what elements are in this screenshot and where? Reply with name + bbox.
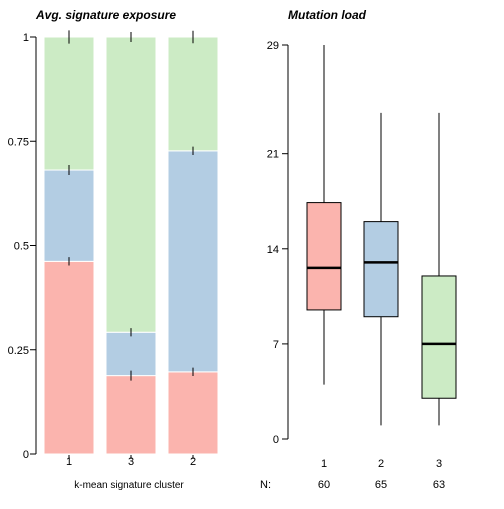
bar-segment — [167, 371, 219, 455]
exposure-y-tick-label: 0.5 — [14, 241, 29, 253]
mutation-x-tick-labels: 1 2 3 — [321, 458, 442, 470]
exposure-y-tick-label: 1 — [23, 32, 29, 44]
mutation-y-tick-label: 7 — [273, 339, 279, 351]
exposure-x-tick-label: 2 — [190, 456, 196, 468]
mutation-y-tick-label: 14 — [267, 244, 279, 256]
box — [421, 275, 457, 399]
sample-size-value: 65 — [375, 479, 387, 491]
mutation-x-tick-label: 2 — [378, 458, 384, 470]
exposure-y-tick-label: 0 — [23, 449, 29, 461]
box — [363, 221, 399, 318]
exposure-x-tick-label: 3 — [128, 456, 134, 468]
n-label: N: — [260, 479, 271, 491]
exposure-x-axis-label: k-mean signature cluster — [74, 480, 184, 491]
mutation-y-axis: 0 7 14 21 29 — [267, 40, 289, 446]
exposure-error-bars — [68, 30, 194, 381]
mutation-x-tick-label: 1 — [321, 458, 327, 470]
exposure-panel: Avg. signature exposure k-mean signature… — [8, 8, 219, 491]
mutation-panel: Mutation load 0 7 14 21 29 1 2 3 N: 60 65 63 — [260, 8, 457, 491]
exposure-x-tick-labels: 1 3 2 — [66, 455, 196, 468]
mutation-title: Mutation load — [288, 8, 367, 22]
bar-segment — [105, 375, 157, 455]
mutation-boxes — [306, 45, 457, 426]
bar-segment — [167, 36, 219, 152]
exposure-y-tick-label: 0.75 — [8, 136, 29, 148]
exposure-bars — [43, 36, 219, 455]
bar-segment — [43, 169, 95, 262]
bar-segment — [43, 260, 95, 455]
bar-segment — [43, 36, 95, 171]
exposure-x-tick-label: 1 — [66, 456, 72, 468]
sample-size-value: 63 — [433, 479, 445, 491]
box — [306, 202, 342, 311]
bar-segment — [105, 36, 157, 333]
exposure-title: Avg. signature exposure — [35, 8, 176, 22]
mutation-y-tick-label: 0 — [273, 434, 279, 446]
mutation-x-tick-label: 3 — [436, 458, 442, 470]
exposure-y-tick-label: 0.25 — [8, 345, 29, 357]
bar-segment — [167, 150, 219, 373]
exposure-y-axis: 0 0.25 0.5 0.75 1 — [8, 32, 37, 461]
mutation-y-tick-label: 29 — [267, 40, 279, 52]
mutation-y-tick-label: 21 — [267, 149, 279, 161]
sample-size-labels: 60 65 63 — [318, 479, 445, 491]
bar-segment — [105, 331, 157, 377]
sample-size-value: 60 — [318, 479, 330, 491]
